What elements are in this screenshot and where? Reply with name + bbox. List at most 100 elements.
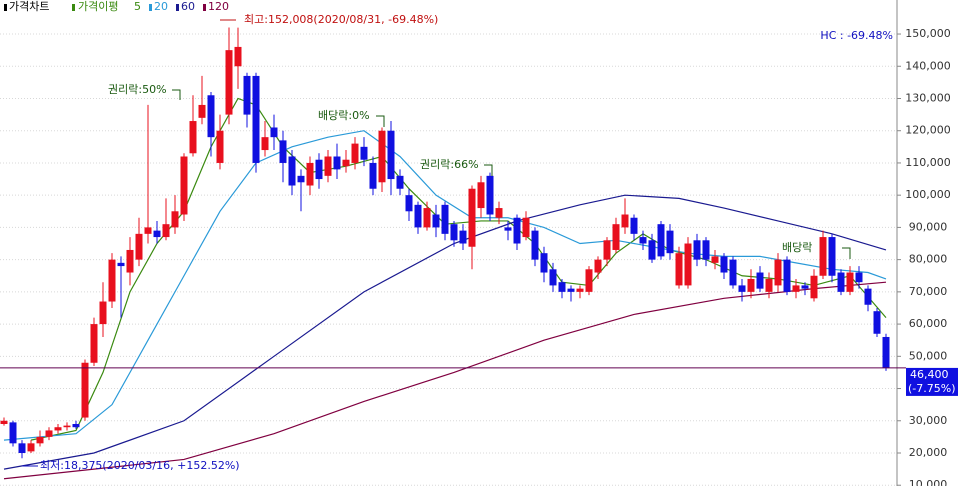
candle-body (63, 425, 71, 428)
y-tick-label: 150,000 (905, 27, 951, 40)
arrow (842, 247, 851, 259)
legend-bg (0, 0, 240, 14)
legend-label: 가격이평 (78, 0, 118, 13)
candle-body (513, 217, 521, 244)
candle-body (801, 285, 809, 289)
candle-body (189, 121, 197, 154)
candles (0, 27, 890, 459)
candle-body (171, 211, 179, 228)
candle-body (621, 214, 629, 228)
candle-body (342, 159, 350, 167)
legend-marker (72, 4, 75, 11)
candle-body (99, 301, 107, 325)
candle-body (432, 214, 440, 228)
candle-body (333, 156, 341, 170)
y-tick-label: 70,000 (909, 285, 948, 298)
candle-body (747, 278, 755, 292)
candle-body (279, 140, 287, 163)
y-tick-label: 90,000 (909, 220, 948, 233)
candle-body (414, 204, 422, 228)
candle-body (117, 262, 125, 267)
change-label: (-7.75%) (908, 382, 956, 395)
candle-body (306, 162, 314, 186)
candle-body (765, 278, 773, 292)
candle-body (378, 130, 386, 183)
candle-body (198, 104, 206, 118)
candle-body (81, 362, 89, 418)
candle-body (441, 204, 449, 234)
candle-body (324, 156, 332, 176)
candle-body (225, 50, 233, 115)
candle-body (693, 240, 701, 260)
legend-marker (4, 4, 7, 11)
candle-body (675, 253, 683, 286)
candle-body (288, 156, 296, 186)
y-tick-label: 20,000 (909, 446, 948, 459)
candle-body (387, 130, 395, 180)
candle-body (90, 324, 98, 363)
y-tick-label: 120,000 (905, 124, 951, 137)
candle-body (522, 217, 530, 238)
candle-body (576, 288, 584, 292)
candle-body (846, 272, 854, 292)
price-tag-label: 46,400 (910, 368, 949, 381)
candle-body (369, 162, 377, 189)
candle-body (72, 423, 80, 428)
candle-body (486, 175, 494, 215)
candle-body (45, 430, 53, 437)
legend-marker (149, 4, 152, 11)
candle-body (495, 208, 503, 218)
hc-label: HC : -69.48% (820, 29, 893, 42)
candle-body (558, 282, 566, 292)
candle-body (135, 233, 143, 260)
candle-body (360, 146, 368, 160)
price-tag (906, 367, 958, 396)
arrow (484, 164, 493, 176)
candle-body (720, 256, 728, 273)
candle-body (603, 240, 611, 260)
candle-body (36, 436, 44, 444)
candle-body (315, 159, 323, 180)
candle-body (423, 208, 431, 228)
y-tick-label: 130,000 (905, 91, 951, 104)
candle-body (9, 422, 17, 444)
candle-body (630, 217, 638, 234)
candle-body (855, 272, 863, 283)
candle-body (729, 259, 737, 286)
candle-body (774, 259, 782, 286)
candle-body (531, 230, 539, 260)
candle-body (585, 269, 593, 292)
candle-body (450, 224, 458, 241)
candle-body (540, 253, 548, 273)
candle-body (666, 230, 674, 254)
y-tick-label: 10,000 (909, 478, 948, 486)
y-tick-label: 140,000 (905, 59, 951, 72)
y-tick-label: 50,000 (909, 349, 948, 362)
legend-label: 5 (134, 0, 141, 13)
candle-body (297, 175, 305, 183)
arrow (376, 115, 385, 127)
candle-body (837, 272, 845, 292)
legend-label: 120 (208, 0, 229, 13)
candle-body (756, 272, 764, 289)
legend-label: 가격차트 (9, 0, 49, 13)
candle-body (828, 237, 836, 276)
candle-body (0, 420, 8, 424)
candle-body (180, 156, 188, 215)
candle-body (612, 224, 620, 250)
annotation: 배당락:0% (318, 109, 370, 122)
y-tick-label: 60,000 (909, 317, 948, 330)
candle-body (252, 75, 260, 163)
annotations: 최고:152,008(2020/08/31, -69.48%) 최저:18,37… (22, 13, 893, 472)
y-tick-label: 110,000 (905, 156, 951, 169)
candle-body (243, 75, 251, 115)
candle-body (216, 130, 224, 163)
candle-body (351, 143, 359, 163)
legend: 가격차트 가격이평 5 20 60 120 (0, 0, 240, 14)
candle-body (792, 285, 800, 292)
candle-body (819, 237, 827, 276)
candle-body (162, 224, 170, 238)
candle-body (27, 443, 35, 452)
